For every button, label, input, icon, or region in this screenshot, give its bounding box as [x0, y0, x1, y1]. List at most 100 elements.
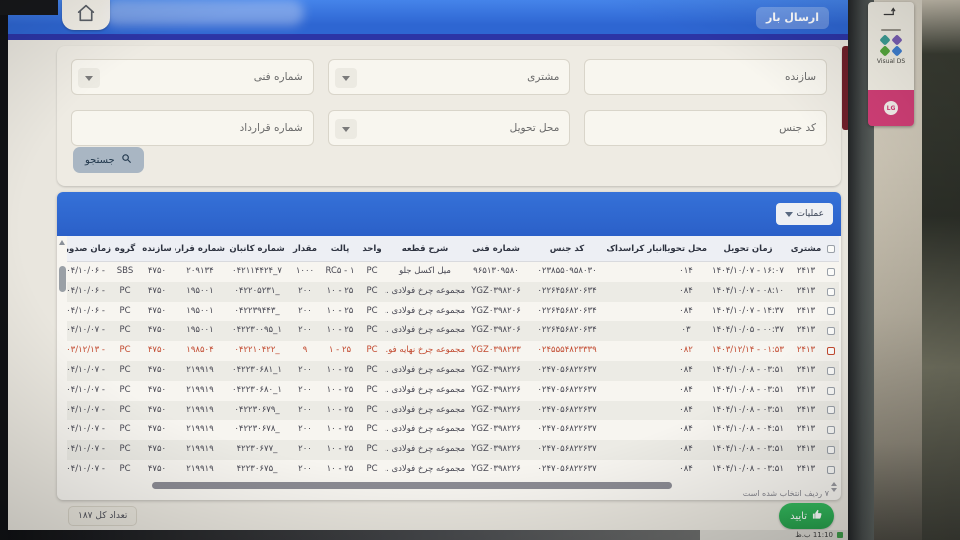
column-header[interactable]: گروه: [114, 244, 136, 254]
operations-button[interactable]: عملیات: [775, 203, 833, 225]
column-header[interactable]: محل تحویل.: [665, 244, 707, 254]
maker-label: سازنده: [784, 71, 816, 83]
scroll-up-icon[interactable]: [831, 482, 837, 486]
horizontal-scrollbar-thumb[interactable]: [152, 482, 672, 489]
column-header[interactable]: سازنده: [142, 244, 172, 254]
table-cell: ۲۰۰: [298, 463, 312, 474]
table-cell: ۰۸۴: [679, 285, 693, 296]
search-button[interactable]: جستجو: [73, 147, 144, 173]
row-checkbox[interactable]: [823, 440, 839, 460]
table-cell: ۴۷۵۰: [147, 325, 167, 336]
table-cell: ۲۰۰: [298, 384, 312, 395]
table-cell: مجموعه چرخ فولادی ...: [385, 364, 465, 375]
taskbar-tray-icon[interactable]: [837, 532, 843, 538]
column-header[interactable]: شرح قطعه: [401, 244, 449, 254]
column-header[interactable]: شماره قرارداد: [175, 244, 225, 254]
table-cell: - ۱۴۰۳/۱۲/۱۳: [67, 345, 106, 356]
monitor-screen: ارسال بار سازنده مشتری شماره فنی کد جنس: [8, 0, 848, 530]
table-cell: ۴۷۵۰: [147, 463, 167, 474]
scroll-up-arrow-icon[interactable]: [59, 240, 65, 245]
home-icon: [76, 4, 96, 26]
table-cell: - ۱۴۰۴/۱۰/۰۷: [67, 364, 106, 375]
table-cell: ۲۰۰: [298, 424, 312, 435]
table-row[interactable]: ۲۴۱۳ ۰۳:۵۱ - ۱۴۰۴/۱۰/۰۸ ۰۸۴ ۰۲۴۷۰۵۶۸۲۲۶۳۷ YG…: [67, 440, 839, 460]
contract-no-input[interactable]: شماره قرارداد: [71, 110, 314, 146]
table-cell: PC: [366, 325, 378, 336]
table-cell: ۱_۰۴۲۲۳۰۰۹۵: [232, 325, 282, 336]
row-checkbox[interactable]: [823, 361, 839, 381]
select-all-checkbox[interactable]: [823, 236, 839, 261]
row-checkbox[interactable]: [823, 401, 839, 421]
table-cell: SBS: [116, 266, 134, 276]
column-header[interactable]: شماره فنی: [472, 244, 520, 254]
scroll-down-icon[interactable]: [831, 488, 837, 492]
table-cell: - ۱۴۰۴/۱۰/۰۷: [67, 444, 106, 455]
table-cell: PC: [366, 266, 378, 276]
table-cell: ۱۹۵۰۰۱: [186, 285, 214, 296]
lg-logo-icon: LG: [884, 101, 898, 115]
table-row[interactable]: ۲۴۱۳ ۱۴:۳۷ - ۱۴۰۴/۱۰/۰۷ ۰۸۴ ۰۲۲۶۴۵۶۸۲۰۶۳۴ YG…: [67, 302, 839, 322]
row-checkbox[interactable]: [823, 341, 839, 361]
table-cell: - ۱۴۰۴/۱۰/۰۶: [67, 266, 106, 276]
table-row[interactable]: ۲۴۱۳ ۰۰:۳۷ - ۱۴۰۴/۱۰/۰۵ ۰۳ ۰۲۲۶۴۵۶۸۲۰۶۳۴ YGZ…: [67, 321, 839, 342]
window-frame: [922, 0, 960, 540]
table-row[interactable]: ۲۴۱۳ ۰۱:۵۳ - ۱۴۰۳/۱۲/۱۴ ۰۸۲ ۰۲۴۵۵۵۴۸۲۳۳۳۹ YG…: [67, 341, 839, 361]
table-cell: [607, 440, 665, 460]
bezel-red-accent: [842, 46, 850, 130]
row-checkbox[interactable]: [823, 381, 839, 401]
column-header[interactable]: واحد: [362, 244, 382, 254]
table-cell: ۲۱۹۹۱۹: [186, 384, 214, 395]
home-button[interactable]: [62, 0, 110, 30]
table-cell: [607, 262, 665, 282]
table-cell: ۰۸۴: [679, 463, 693, 474]
table-cell: _۰۴۲۲۰۵۲۳۱: [234, 285, 280, 296]
row-checkbox[interactable]: [823, 321, 839, 341]
table-row[interactable]: ۲۴۱۳ ۰۳:۵۱ - ۱۴۰۴/۱۰/۰۸ ۰۸۴ ۰۲۴۷۰۵۶۸۲۲۶۳۷ YG…: [67, 460, 839, 476]
row-checkbox[interactable]: [823, 262, 839, 282]
row-checkbox[interactable]: [823, 420, 839, 440]
table-row[interactable]: ۲۴۱۳ ۰۴:۵۱ - ۱۴۰۴/۱۰/۰۸ ۰۸۴ ۰۲۴۷۰۵۶۸۲۲۶۳۷ YG…: [67, 420, 839, 440]
selected-rows-note: ۷ ردیف انتخاب شده است: [742, 489, 829, 498]
table-cell: - ۱۴۰۴/۱۰/۰۷: [67, 384, 106, 395]
table-cell: ۰۸۴: [679, 404, 693, 415]
customer-select[interactable]: مشتری: [327, 59, 571, 95]
tech-no-select[interactable]: شماره فنی: [71, 59, 314, 95]
column-header[interactable]: مقدار: [292, 244, 318, 254]
desk-shadow: [0, 530, 848, 540]
column-header[interactable]: پالت: [330, 244, 350, 254]
table-cell: ۲۴۱۳: [796, 444, 816, 455]
column-header[interactable]: انبار کراسداک...: [607, 244, 665, 254]
confirm-button[interactable]: تایید: [779, 503, 834, 529]
scroll-mini-arrows[interactable]: [831, 482, 837, 492]
table-cell: PC: [119, 424, 131, 435]
table-cell: ۲۰۰: [298, 325, 312, 336]
row-checkbox[interactable]: [823, 282, 839, 302]
table-cell: ۰۸۴: [679, 384, 693, 395]
column-header[interactable]: شماره کانبان: [229, 244, 285, 254]
table-cell: [607, 341, 665, 361]
table-row[interactable]: ۲۴۱۳ ۰۸:۱۰ - ۱۴۰۴/۱۰/۰۷ ۰۸۴ ۰۲۲۶۴۵۶۸۲۰۶۳۴ YG…: [67, 281, 839, 302]
vertical-scrollbar[interactable]: [59, 240, 66, 480]
column-header[interactable]: زمان صدور سفا...: [67, 244, 111, 254]
maker-input[interactable]: سازنده: [584, 59, 827, 95]
table-cell: مجموعه چرخ فولادی ...: [385, 305, 465, 316]
column-header[interactable]: زمان تحویل: [723, 244, 773, 254]
row-checkbox[interactable]: [823, 302, 839, 322]
column-header[interactable]: کد جنس: [549, 244, 585, 254]
table-row[interactable]: ۲۴۱۳ ۱۶:۰۷ - ۱۴۰۴/۱۰/۰۷ ۰۱۴ ۰۲۳۸۵۵۰۹۵۸۰۳۰ ۹۶…: [67, 262, 839, 282]
goods-code-input[interactable]: کد جنس: [584, 110, 827, 146]
table-cell: YGZ۰۳۹۸۲۲۶: [471, 444, 521, 455]
table-row[interactable]: ۲۴۱۳ ۰۳:۵۱ - ۱۴۰۴/۱۰/۰۸ ۰۸۴ ۰۲۴۷۰۵۶۸۲۲۶۳۷ YG…: [67, 400, 839, 421]
table-cell: - ۱۴۰۴/۱۰/۰۷: [67, 325, 106, 336]
vertical-scrollbar-thumb[interactable]: [59, 266, 66, 292]
table-cell: [607, 460, 665, 476]
table-row[interactable]: ۲۴۱۳ ۰۳:۵۱ - ۱۴۰۴/۱۰/۰۸ ۰۸۴ ۰۲۴۷۰۵۶۸۲۲۶۳۷ YG…: [67, 381, 839, 401]
table-cell: ۰۱۴: [679, 266, 693, 276]
column-header[interactable]: مشتری: [790, 244, 822, 254]
table-row[interactable]: ۲۴۱۳ ۰۳:۵۱ - ۱۴۰۴/۱۰/۰۸ ۰۸۴ ۰۲۴۷۰۵۶۸۲۲۶۳۷ YG…: [67, 360, 839, 381]
row-checkbox[interactable]: [823, 460, 839, 476]
delivery-place-select[interactable]: محل تحویل: [327, 110, 571, 146]
table-cell: ۰۳:۵۱ - ۱۴۰۴/۱۰/۰۸: [712, 463, 784, 474]
table-cell: ۰۲۴۷۰۵۶۸۲۲۶۳۷: [537, 463, 597, 474]
table-cell: ۰۸۴: [679, 424, 693, 435]
